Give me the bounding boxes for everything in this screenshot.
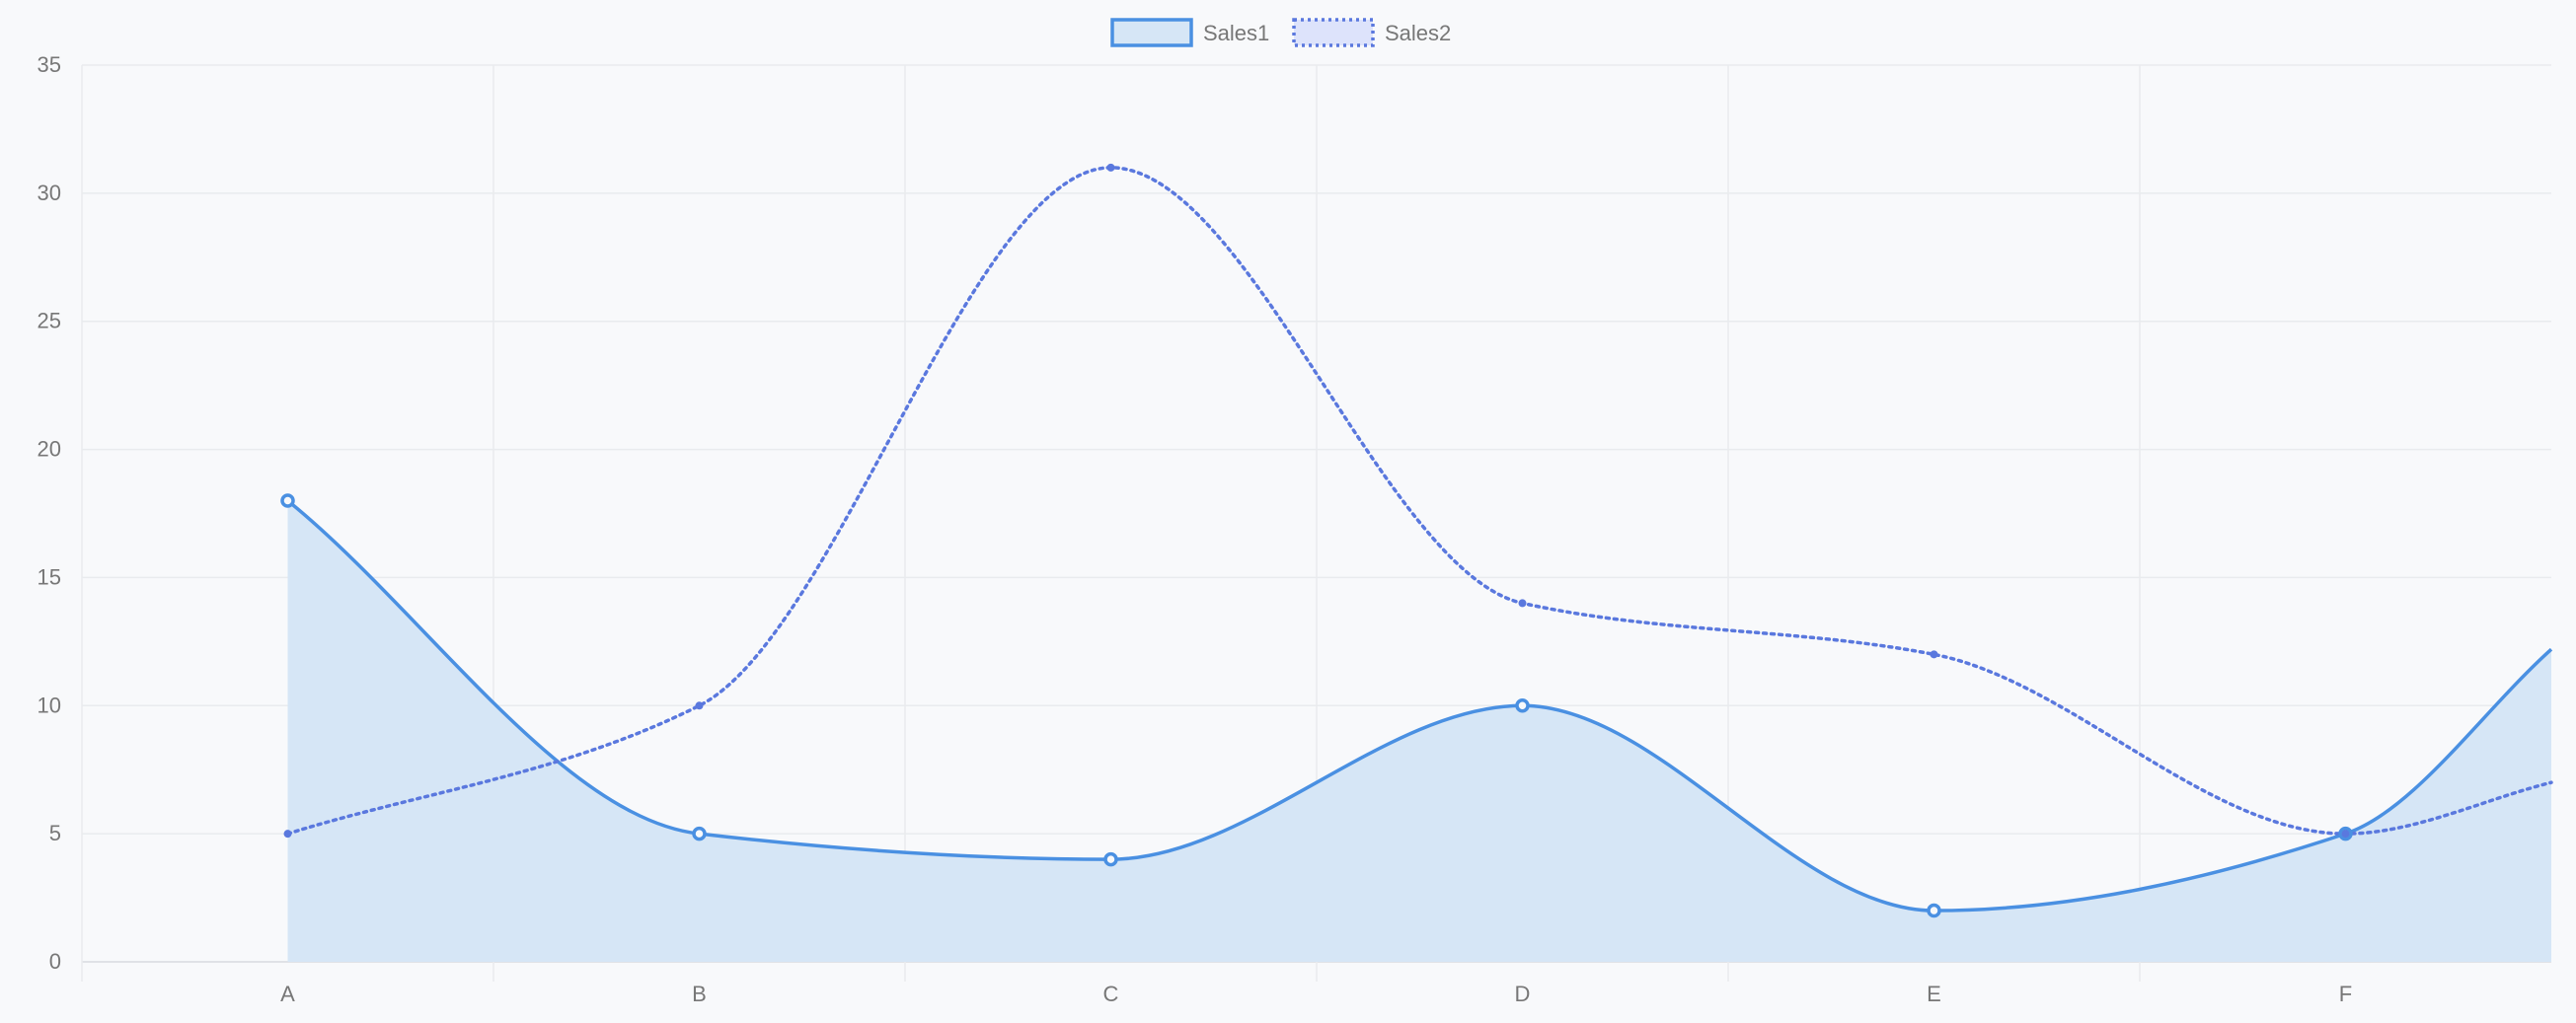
x-tick-label: F	[2339, 982, 2352, 1006]
x-tick-label: C	[1103, 982, 1119, 1006]
sales1-point	[280, 493, 295, 508]
sales2-legend-swatch	[1292, 18, 1375, 47]
sales1-legend-label: Sales1	[1203, 21, 1269, 45]
y-tick-label: 15	[38, 564, 61, 589]
y-tick-label: 25	[38, 309, 61, 333]
x-tick-label: D	[1515, 982, 1531, 1006]
sales2-point	[1106, 163, 1115, 172]
y-tick-label: 0	[49, 949, 61, 974]
axes: 0 5 10 15 20 25 30 35 A B C D E F	[38, 52, 2353, 1006]
y-tick-label: 30	[38, 181, 61, 205]
x-tick-label: A	[280, 982, 295, 1006]
series-lines	[285, 166, 2553, 913]
y-tick-label: 10	[38, 693, 61, 717]
sales1-point	[1515, 698, 1530, 713]
sales1-point	[692, 826, 707, 841]
sales1-line	[286, 499, 2553, 913]
y-tick-label: 5	[49, 821, 61, 845]
sales1-legend-swatch	[1110, 18, 1193, 47]
sales2-line	[285, 166, 2553, 836]
sales2-legend-label: Sales2	[1385, 21, 1451, 45]
x-tick-label: B	[692, 982, 707, 1006]
y-tick-label: 20	[38, 437, 61, 462]
x-tick-label: E	[1927, 982, 1941, 1006]
y-tick-label: 35	[38, 52, 61, 77]
legend: Sales1 Sales2	[1110, 18, 1451, 47]
data-points	[280, 163, 2353, 918]
sales2-point	[283, 830, 292, 839]
sales2-point	[2341, 830, 2350, 839]
sales2-point	[695, 701, 704, 710]
sales1-point	[1927, 903, 1941, 918]
sales1-point	[1103, 851, 1118, 867]
sales2-point	[1518, 599, 1527, 608]
sales2-point	[1930, 650, 1938, 659]
